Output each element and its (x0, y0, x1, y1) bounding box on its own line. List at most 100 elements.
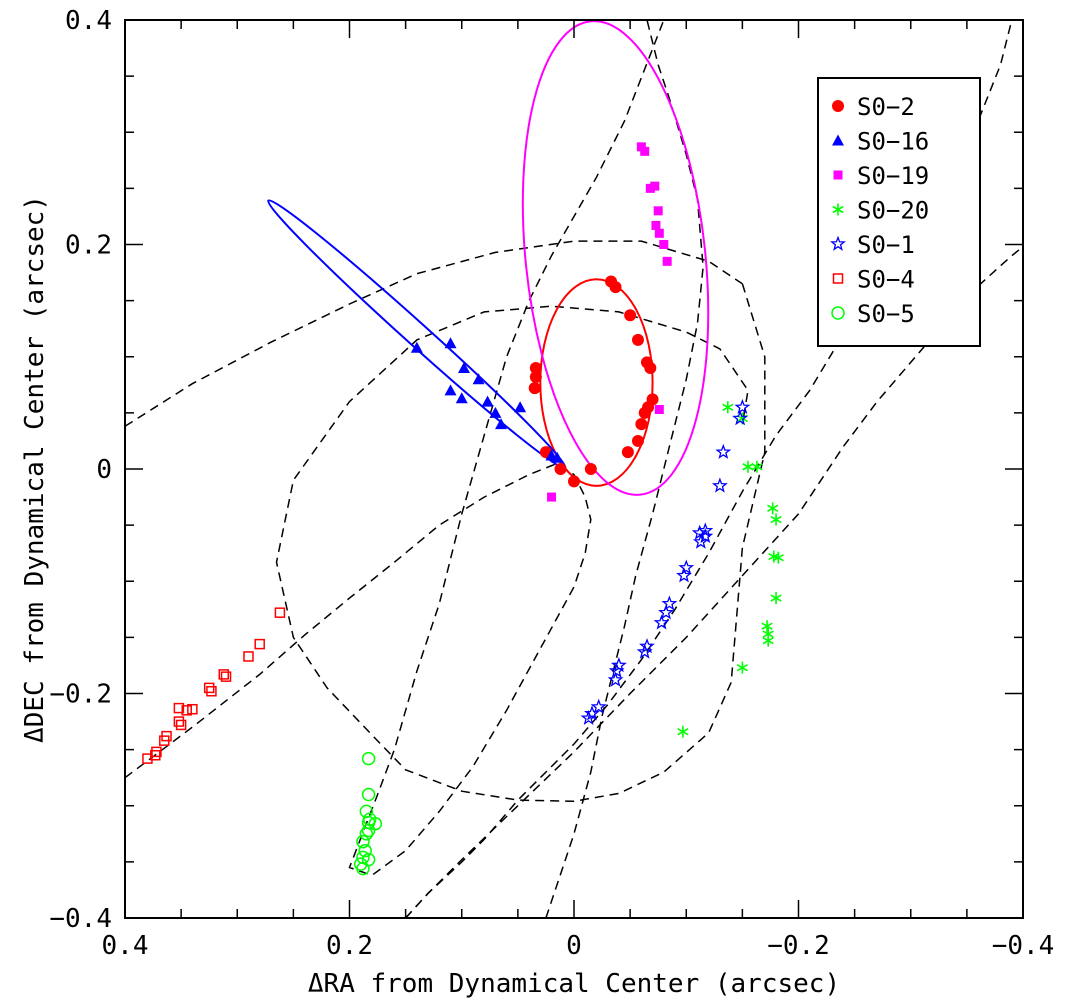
point-S0−4-13 (218, 669, 230, 680)
point-S0−1-8 (678, 559, 695, 575)
point-S0−20-9 (761, 620, 773, 633)
y-tick-label: −0.2 (49, 680, 112, 710)
x-tick-label: 0.2 (326, 931, 373, 961)
point-S0−16-0 (410, 341, 423, 353)
point-S0−19-10 (547, 492, 557, 502)
point-S0−4-12 (220, 671, 232, 682)
legend-marker-S0−5 (831, 306, 845, 320)
point-S0−20-11 (762, 634, 774, 647)
point-S0−2-5 (568, 475, 580, 488)
legend-marker-S0−19 (833, 170, 843, 180)
point-S0−19-3 (650, 181, 660, 191)
point-S0−16-7 (489, 406, 502, 418)
point-S0−1-18 (590, 698, 607, 714)
point-S0−4-6 (173, 716, 185, 727)
point-S0−1-0 (734, 398, 751, 414)
point-S0−2-6 (584, 463, 597, 475)
point-S0−20-3 (751, 460, 763, 473)
point-S0−19-4 (653, 206, 663, 216)
point-S0−4-1 (150, 749, 161, 761)
legend-box (817, 77, 981, 347)
dashed-orbit-2 (124, 19, 665, 877)
legend-marker-S0−20 (832, 203, 844, 216)
point-S0−1-3 (711, 477, 728, 493)
point-S0−16-8 (495, 418, 508, 430)
legend-marker-S0−4 (832, 273, 844, 284)
point-S0−2-18 (605, 275, 618, 288)
data-points (142, 142, 784, 876)
point-S0−16-4 (457, 361, 470, 373)
legend-label-S0−2: S0−2 (857, 93, 915, 121)
y-tick-label: 0.4 (65, 6, 112, 36)
point-S0−5-7 (359, 827, 374, 841)
orbit-S0−2 (539, 278, 654, 487)
legend-marker-S0−16 (832, 134, 844, 146)
x-tick-label: −0.4 (992, 931, 1055, 961)
point-S0−16-3 (455, 392, 468, 404)
point-S0−1-12 (653, 614, 670, 630)
point-S0−20-8 (770, 592, 782, 605)
point-S0−1-10 (661, 595, 678, 611)
point-S0−2-9 (635, 418, 648, 431)
legend-label-S0−16: S0−16 (857, 128, 929, 156)
point-S0−5-6 (361, 823, 376, 838)
y-tick-label: 0.2 (65, 231, 112, 261)
legend-marker-S0−2 (832, 100, 844, 112)
point-S0−4-7 (187, 703, 198, 715)
point-S0−16-5 (472, 373, 485, 385)
x-axis-title: ΔRA from Dynamical Center (arcsec) (308, 969, 840, 999)
point-S0−1-9 (676, 567, 692, 583)
point-S0−1-14 (636, 643, 653, 659)
point-S0−4-2 (151, 746, 162, 758)
point-S0−19-8 (662, 256, 672, 266)
point-S0−2-7 (621, 446, 634, 459)
point-S0−19-7 (659, 240, 669, 249)
orbit-S0−16 (267, 199, 567, 470)
dashed-orbit-1 (275, 283, 766, 803)
legend-label-S0−1: S0−1 (857, 231, 915, 259)
legend-marker-S0−1 (830, 235, 846, 251)
legend-label-S0−5: S0−5 (857, 300, 915, 328)
point-S0−16-1 (444, 337, 457, 349)
point-S0−1-1 (732, 410, 749, 426)
fitted-orbits (267, 20, 710, 496)
y-tick-label: −0.4 (49, 904, 112, 934)
axis-ticks: 0.4 0.2 0 −0.2 −0.4 −0.4 −0.2 0 0.2 0.4 (49, 6, 1054, 961)
point-S0−1-16 (608, 662, 625, 678)
point-S0−2-4 (554, 463, 567, 475)
point-S0−1-7 (692, 533, 709, 549)
point-S0−2-12 (646, 393, 659, 406)
point-S0−20-5 (770, 513, 782, 526)
x-tick-label: −0.2 (767, 931, 830, 961)
point-S0−1-13 (639, 638, 655, 654)
point-S0−20-4 (767, 502, 779, 515)
point-S0−5-1 (361, 787, 376, 802)
point-S0−5-13 (356, 861, 370, 876)
point-S0−4-10 (203, 682, 215, 694)
point-S0−5-5 (368, 816, 383, 831)
point-S0−2-0 (529, 361, 542, 374)
dashed-orbit-3 (405, 246, 1024, 919)
point-S0−1-20 (580, 709, 597, 726)
x-tick-label: 0.4 (102, 931, 149, 961)
x-tick-label: 0 (566, 931, 582, 961)
point-S0−2-15 (631, 333, 644, 346)
point-S0−2-14 (640, 356, 653, 369)
point-S0−20-12 (736, 661, 748, 674)
legend-label-S0−4: S0−4 (857, 266, 915, 294)
point-S0−20-13 (677, 725, 689, 738)
point-S0−2-1 (529, 370, 542, 383)
point-S0−2-2 (528, 382, 541, 395)
point-S0−19-6 (654, 228, 664, 238)
point-S0−20-2 (742, 460, 754, 473)
point-S0−4-11 (206, 686, 217, 697)
dashed-orbit-0 (124, 240, 743, 427)
point-S0−4-16 (274, 607, 286, 618)
legend: S0−2 S0−16 S0−19 S0−20 S0−1 S0−4 S0−5 (817, 77, 981, 347)
point-S0−5-8 (356, 834, 370, 849)
point-S0−16-6 (481, 395, 494, 407)
point-S0−4-5 (175, 719, 187, 731)
point-S0−19-9 (654, 405, 664, 415)
point-S0−1-6 (691, 524, 708, 540)
point-S0−4-9 (173, 702, 185, 714)
